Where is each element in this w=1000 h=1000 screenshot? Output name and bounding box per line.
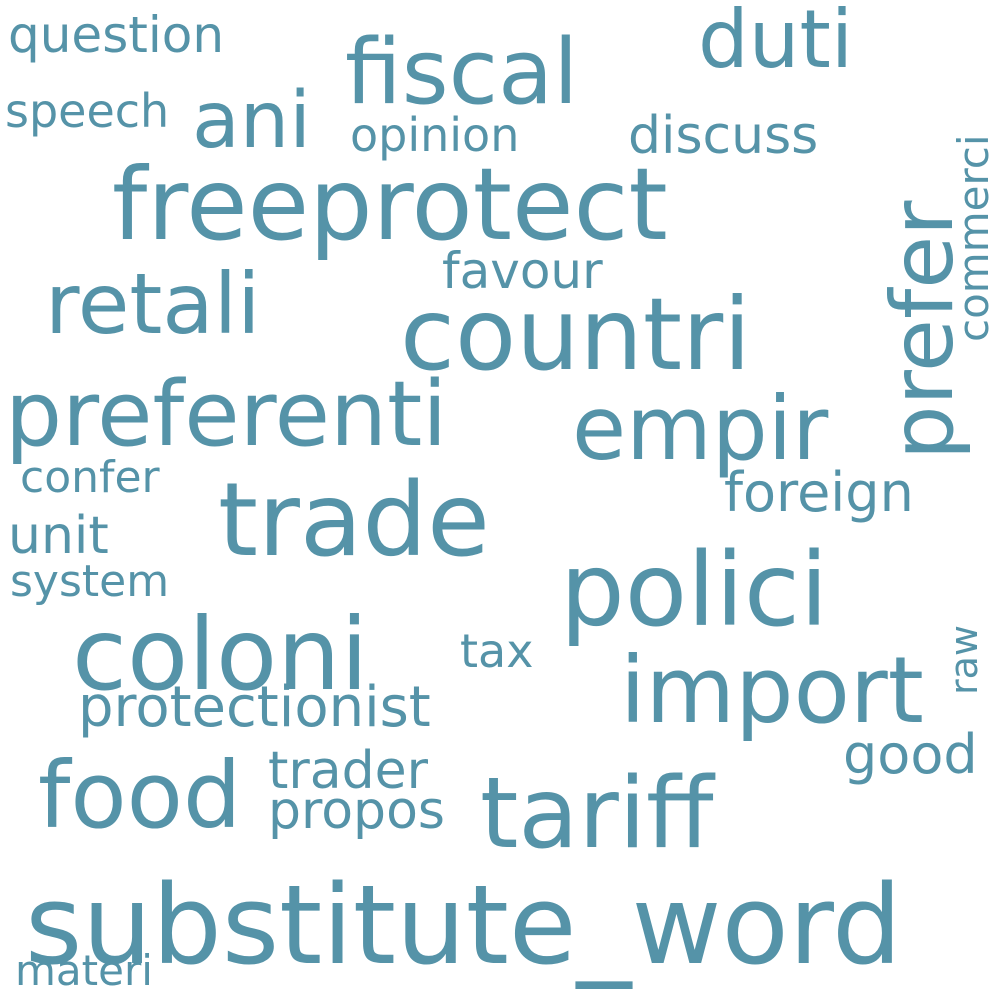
word-freeprotect: freeprotect xyxy=(112,146,668,263)
word-discuss: discuss xyxy=(628,106,819,166)
word-duti: duti xyxy=(698,0,854,86)
word-materi: materi xyxy=(15,946,153,995)
word-empir: empir xyxy=(572,377,829,480)
word-protectionist: protectionist xyxy=(78,675,431,740)
word-foreign: foreign xyxy=(724,461,914,524)
word-propos: propos xyxy=(268,781,445,841)
word-speech: speech xyxy=(5,84,170,138)
word-substitute-word: substitute_word xyxy=(25,861,902,989)
word-opinion: opinion xyxy=(350,108,520,162)
word-tariff: tariff xyxy=(480,757,714,871)
word-ani: ani xyxy=(192,76,311,166)
word-preferenti: preferenti xyxy=(5,362,448,467)
word-unit: unit xyxy=(8,506,109,566)
word-trade: trade xyxy=(218,461,490,580)
word-trader: trader xyxy=(268,741,429,801)
word-fiscal: fiscal xyxy=(345,20,579,125)
word-good: good xyxy=(843,723,978,786)
word-food: food xyxy=(38,742,242,849)
word-confer: confer xyxy=(20,452,160,503)
word-raw: raw xyxy=(942,625,986,695)
word-favour: favour xyxy=(442,242,603,300)
word-polici: polici xyxy=(560,531,829,650)
word-tax: tax xyxy=(460,624,534,678)
word-retali: retali xyxy=(45,255,261,353)
word-countri: countri xyxy=(400,276,752,393)
word-commerci: commerci xyxy=(949,134,998,342)
word-import: import xyxy=(620,637,924,744)
word-question: question xyxy=(8,6,225,64)
word-system: system xyxy=(10,556,170,607)
word-coloni: coloni xyxy=(72,596,369,713)
